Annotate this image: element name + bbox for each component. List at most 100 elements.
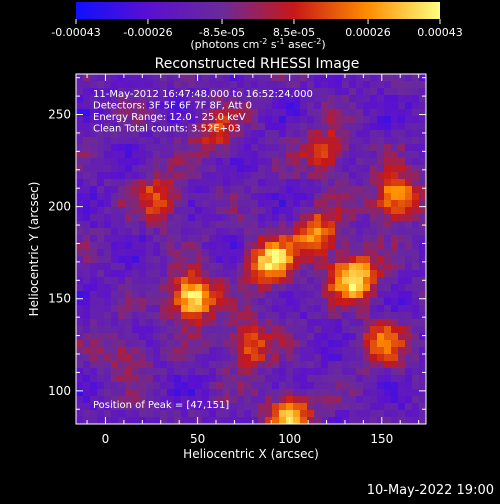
heatmap-cell xyxy=(405,263,413,271)
heatmap-cell xyxy=(342,270,350,278)
heatmap-cell xyxy=(279,186,287,194)
heatmap-cell xyxy=(90,221,98,229)
heatmap-cell xyxy=(314,242,322,250)
heatmap-cell xyxy=(118,179,126,187)
heatmap-cell xyxy=(251,403,259,411)
heatmap-cell xyxy=(167,319,175,327)
heatmap-cell xyxy=(258,151,266,159)
heatmap-cell xyxy=(279,298,287,306)
heatmap-cell xyxy=(272,368,280,376)
heatmap-cell xyxy=(356,200,364,208)
heatmap-cell xyxy=(398,368,406,376)
heatmap-cell xyxy=(188,242,196,250)
heatmap-cell xyxy=(146,165,154,173)
heatmap-cell xyxy=(419,298,427,306)
heatmap-cell xyxy=(398,158,406,166)
heatmap-cell xyxy=(237,284,245,292)
heatmap-cell xyxy=(370,403,378,411)
heatmap-cell xyxy=(76,130,84,138)
heatmap-cell xyxy=(384,340,392,348)
heatmap-cell xyxy=(181,130,189,138)
heatmap-cell xyxy=(391,291,399,299)
heatmap-cell xyxy=(384,263,392,271)
heatmap-cell xyxy=(258,186,266,194)
heatmap-cell xyxy=(356,88,364,96)
heatmap-cell xyxy=(293,410,301,418)
heatmap-cell xyxy=(356,298,364,306)
heatmap-cell xyxy=(181,242,189,250)
heatmap-cell xyxy=(405,347,413,355)
heatmap-cell xyxy=(342,193,350,201)
heatmap-cell xyxy=(412,242,420,250)
heatmap-cell xyxy=(230,326,238,334)
heatmap-cell xyxy=(419,347,427,355)
heatmap-cell xyxy=(293,172,301,180)
heatmap-cell xyxy=(146,74,154,82)
heatmap-cell xyxy=(181,326,189,334)
heatmap-cell xyxy=(230,312,238,320)
heatmap-cell xyxy=(335,340,343,348)
heatmap-cell xyxy=(111,403,119,411)
heatmap-cell xyxy=(370,81,378,89)
heatmap-cell xyxy=(405,249,413,257)
heatmap-cell xyxy=(118,200,126,208)
heatmap-cell xyxy=(104,102,112,110)
heatmap-cell xyxy=(286,319,294,327)
heatmap-cell xyxy=(167,95,175,103)
heatmap-cell xyxy=(174,417,182,425)
heatmap-cell xyxy=(167,270,175,278)
heatmap-cell xyxy=(153,284,161,292)
heatmap-cell xyxy=(293,340,301,348)
heatmap-cell xyxy=(300,221,308,229)
heatmap-cell xyxy=(223,326,231,334)
heatmap-cell xyxy=(160,319,168,327)
heatmap-cell xyxy=(216,410,224,418)
heatmap-cell xyxy=(195,249,203,257)
heatmap-cell xyxy=(216,284,224,292)
heatmap-cell xyxy=(125,305,133,313)
heatmap-cell xyxy=(377,235,385,243)
heatmap-cell xyxy=(160,102,168,110)
heatmap-cell xyxy=(139,158,147,166)
heatmap-cell xyxy=(160,375,168,383)
heatmap-cell xyxy=(321,179,329,187)
heatmap-cell xyxy=(237,179,245,187)
heatmap-cell xyxy=(356,340,364,348)
heatmap-cell xyxy=(118,256,126,264)
heatmap-cell xyxy=(195,116,203,124)
heatmap-cell xyxy=(391,312,399,320)
heatmap-cell xyxy=(230,200,238,208)
heatmap-cell xyxy=(230,165,238,173)
heatmap-cell xyxy=(279,158,287,166)
heatmap-cell xyxy=(293,312,301,320)
heatmap-cell xyxy=(384,88,392,96)
heatmap-cell xyxy=(111,389,119,397)
heatmap-cell xyxy=(174,221,182,229)
heatmap-cell xyxy=(223,305,231,313)
heatmap-cell xyxy=(97,417,105,425)
heatmap-cell xyxy=(160,396,168,404)
heatmap-cell xyxy=(132,389,140,397)
heatmap-cell xyxy=(125,228,133,236)
heatmap-cell xyxy=(377,200,385,208)
heatmap-cell xyxy=(76,158,84,166)
heatmap-cell xyxy=(391,200,399,208)
heatmap-cell xyxy=(265,81,273,89)
heatmap-cell xyxy=(83,165,91,173)
heatmap-cell xyxy=(398,284,406,292)
heatmap-cell xyxy=(188,116,196,124)
heatmap-cell xyxy=(153,375,161,383)
heatmap-cell xyxy=(279,214,287,222)
heatmap-cell xyxy=(342,256,350,264)
heatmap-cell xyxy=(398,186,406,194)
heatmap-cell xyxy=(139,263,147,271)
heatmap-cell xyxy=(342,403,350,411)
heatmap-cell xyxy=(258,270,266,278)
heatmap-cell xyxy=(76,361,84,369)
heatmap-cell xyxy=(300,172,308,180)
heatmap-cell xyxy=(419,130,427,138)
heatmap-cell xyxy=(146,277,154,285)
heatmap-cell xyxy=(76,81,84,89)
heatmap-cell xyxy=(405,354,413,362)
heatmap-cell xyxy=(377,291,385,299)
